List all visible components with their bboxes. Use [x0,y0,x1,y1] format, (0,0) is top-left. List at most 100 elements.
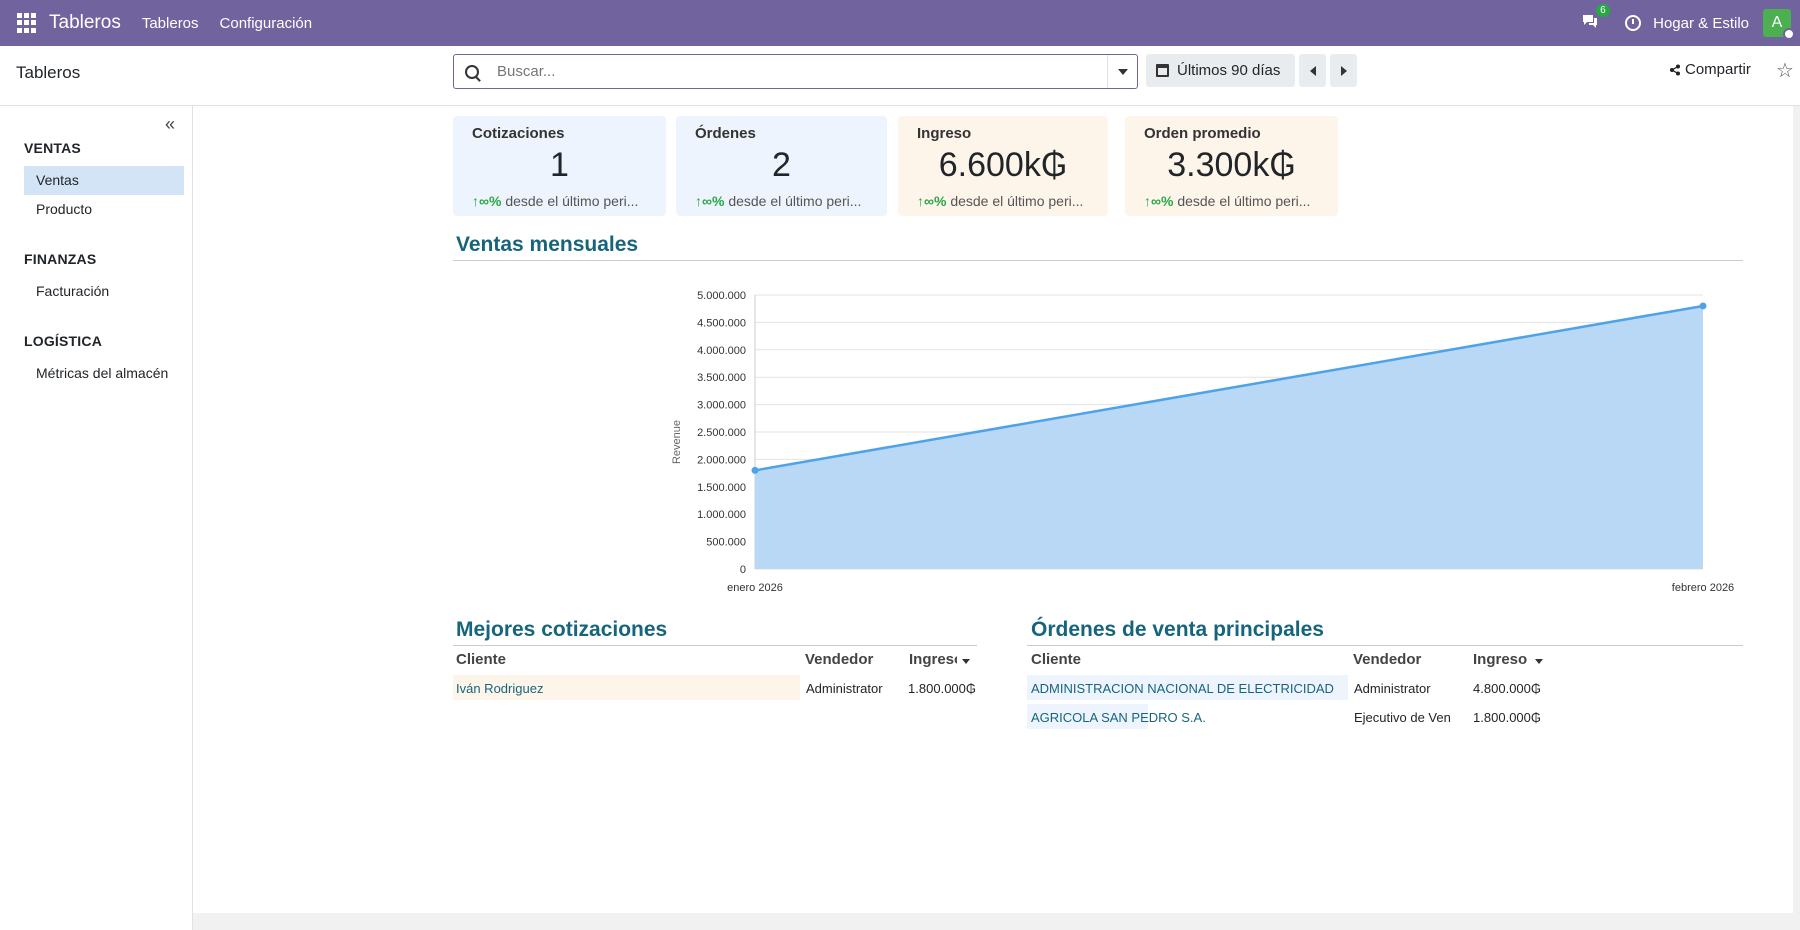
quotes-row-vendedor: Administrator [806,681,883,696]
x-tick-label: enero 2026 [727,582,783,594]
status-dot [1783,28,1795,40]
kpi-title: Orden promedio [1144,125,1261,142]
arrow-up-icon: ↑ [1144,193,1151,209]
kpi-card-ingreso[interactable]: Ingreso 6.600k₲ ↑∞% desde el último peri… [898,116,1108,216]
section-divider [1027,645,1743,646]
quotes-row-cliente[interactable]: Iván Rodriguez [456,681,544,696]
orders-header-ingreso[interactable]: Ingreso [1473,651,1528,668]
sort-desc-icon[interactable] [962,659,970,664]
sidebar-item-metricas-almacen[interactable]: Métricas del almacén [36,365,169,381]
y-tick-label: 2.500.000 [697,427,746,439]
quotes-header-ingreso[interactable]: Ingreso [909,651,957,668]
section-divider [453,260,1743,261]
activity-clock-icon[interactable] [1625,15,1642,31]
kpi-value: 6.600k₲ [938,146,1068,184]
table-row[interactable] [453,675,800,700]
kpi-trend: ↑∞% desde el último peri... [695,193,868,209]
orders-row-vendedor: Ejecutivo de Ven [1354,710,1450,725]
menu-configuracion[interactable]: Configuración [219,14,313,32]
share-icon [1670,64,1680,75]
monthly-sales-chart: 0 500.000 1.000.000 1.500.000 2.000.000 2.500… [671,290,1734,594]
sidebar-section-ventas: VENTAS [24,140,81,156]
previous-period-button[interactable] [1299,54,1326,87]
sidebar-item-producto[interactable]: Producto [36,201,93,217]
caret-right-icon [1340,65,1347,76]
search-box[interactable] [453,54,1138,89]
chat-count-badge: 6 [1596,4,1610,17]
sidebar: « VENTAS Ventas Producto FINANZAS Factur… [0,106,193,930]
share-button[interactable]: Compartir [1669,61,1751,78]
orders-row-cliente[interactable]: ADMINISTRACION NACIONAL DE ELECTRICIDAD [1031,681,1334,696]
y-tick-label: 5.000.000 [697,290,746,302]
sidebar-item-facturacion[interactable]: Facturación [36,283,110,299]
table-row[interactable] [1027,704,1148,729]
kpi-value: 1 [550,146,569,184]
arrow-up-icon: ↑ [472,193,479,209]
app-title[interactable]: Tableros [49,12,121,33]
series-area [755,305,1703,569]
kpi-value: 3.300k₲ [1167,146,1296,184]
y-tick-label: 0 [740,564,746,576]
company-switcher[interactable]: Hogar & Estilo [1653,14,1749,32]
date-filter-button[interactable]: Últimos 90 días [1146,54,1295,87]
y-tick-label: 4.000.000 [697,345,746,357]
y-tick-label: 1.500.000 [697,482,746,494]
avatar-letter: A [1771,14,1783,31]
arrow-up-icon: ↑ [695,193,702,209]
sidebar-section-finanzas: FINANZAS [24,251,97,267]
sort-desc-icon[interactable] [1535,659,1543,664]
next-period-button[interactable] [1330,54,1357,87]
chat-icon[interactable]: 6 [1581,4,1610,33]
kpi-trend: ↑∞% desde el último peri... [1144,193,1319,209]
kpi-trend: ↑∞% desde el último peri... [917,193,1089,209]
y-tick-label: 2.000.000 [697,454,746,466]
kpi-trend-percent: ∞% [702,193,725,209]
caret-down-icon [1117,68,1128,75]
control-panel: Tableros Últimos 90 días Compartir ☆ [0,46,1800,106]
y-tick-label: 4.500.000 [697,317,746,329]
collapse-sidebar-icon[interactable]: « [165,114,176,134]
y-axis-label: Revenue [671,420,683,464]
table-row[interactable] [1027,675,1348,700]
date-filter-label: Últimos 90 días [1177,62,1281,79]
vertical-scrollbar[interactable] [1793,106,1800,913]
user-avatar[interactable]: A [1763,9,1795,40]
sidebar-section-logistica: LOGÍSTICA [24,333,103,349]
orders-header-cliente[interactable]: Cliente [1031,651,1082,668]
y-tick-label: 3.000.000 [697,400,746,412]
quotes-header-cliente[interactable]: Cliente [456,651,507,668]
orders-row-cliente[interactable]: AGRICOLA SAN PEDRO S.A. [1031,710,1206,725]
orders-header-vendedor[interactable]: Vendedor [1353,651,1422,668]
kpi-title: Órdenes [695,125,756,142]
kpi-trend-text: desde el último peri... [728,193,862,209]
kpi-card-ordenes[interactable]: Órdenes 2 ↑∞% desde el último peri... [676,116,887,216]
kpi-trend-percent: ∞% [1151,193,1174,209]
quotes-header-vendedor[interactable]: Vendedor [805,651,874,668]
favorite-star-icon[interactable]: ☆ [1776,60,1794,82]
search-input[interactable] [495,62,1085,81]
x-tick-label: febrero 2026 [1672,582,1734,594]
horizontal-scrollbar[interactable] [193,913,1800,930]
section-divider [453,645,977,646]
data-point [751,466,759,474]
share-label: Compartir [1685,61,1751,78]
y-tick-label: 1.000.000 [697,509,746,521]
menu-tableros[interactable]: Tableros [141,14,199,32]
top-navbar: Tableros Tableros Configuración 6 Hogar … [0,0,1800,46]
orders-row-vendedor: Administrator [1354,681,1431,696]
kpi-title: Ingreso [917,125,972,142]
kpi-trend-text: desde el último peri... [1177,193,1311,209]
search-options-toggle[interactable] [1107,55,1137,88]
series-line [754,304,1704,472]
arrow-up-icon: ↑ [917,193,924,209]
kpi-value: 2 [772,146,791,184]
sidebar-item-ventas[interactable]: Ventas [24,166,184,195]
kpi-card-cotizaciones[interactable]: Cotizaciones 1 ↑∞% desde el último peri.… [453,116,666,216]
breadcrumb: Tableros [16,63,81,82]
kpi-card-orden-promedio[interactable]: Orden promedio 3.300k₲ ↑∞% desde el últi… [1125,116,1338,216]
app-menu-icon[interactable] [17,13,37,33]
y-tick-label: 500.000 [706,537,746,549]
kpi-trend-percent: ∞% [924,193,947,209]
orders-row-ingreso: 1.800.000₲ [1473,710,1541,725]
dashboard-content: Cotizaciones 1 ↑∞% desde el último peri.… [193,106,1800,930]
